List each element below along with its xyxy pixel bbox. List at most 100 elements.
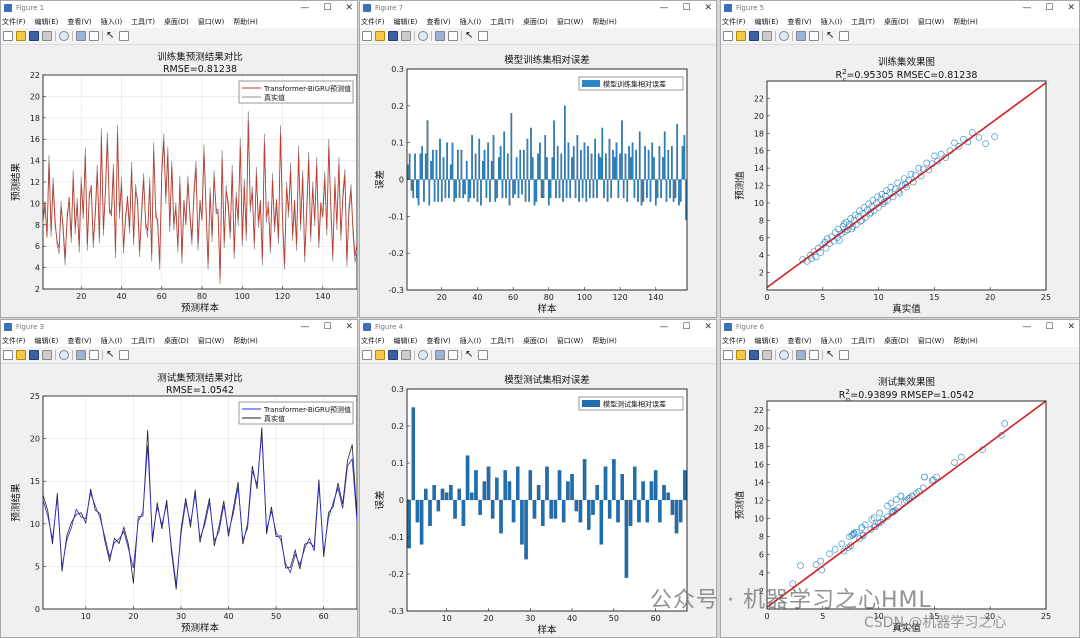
- menu-item[interactable]: 桌面(D): [883, 17, 909, 26]
- menu-item[interactable]: 查看(V): [67, 17, 92, 26]
- menu-item[interactable]: 文件(F): [361, 336, 385, 345]
- open-folder-icon[interactable]: [375, 350, 385, 360]
- minimize-icon[interactable]: —: [300, 3, 310, 13]
- menu-item[interactable]: 编辑(E): [34, 17, 59, 26]
- menu-item[interactable]: 插入(I): [820, 17, 843, 26]
- menu-item[interactable]: 帮助(H): [233, 17, 258, 26]
- maximize-icon[interactable]: ☐: [1045, 322, 1054, 332]
- open-folder-icon[interactable]: [736, 31, 746, 41]
- maximize-icon[interactable]: ☐: [323, 322, 332, 332]
- menu-item[interactable]: 工具(T): [490, 336, 514, 345]
- menu-item[interactable]: 工具(T): [131, 17, 155, 26]
- print-icon[interactable]: [42, 350, 52, 360]
- open-folder-icon[interactable]: [375, 31, 385, 41]
- pointer-icon[interactable]: ↖: [465, 349, 474, 360]
- insert-legend-icon[interactable]: [809, 350, 819, 360]
- print-icon[interactable]: [401, 31, 411, 41]
- property-inspector-icon[interactable]: [478, 31, 488, 41]
- print-icon[interactable]: [762, 31, 772, 41]
- menu-item[interactable]: 窗口(W): [556, 17, 584, 26]
- zoom-icon[interactable]: [779, 350, 789, 360]
- menu-item[interactable]: 工具(T): [490, 17, 514, 26]
- menu-item[interactable]: 查看(V): [787, 336, 812, 345]
- save-icon[interactable]: [388, 350, 398, 360]
- save-icon[interactable]: [749, 350, 759, 360]
- menu-item[interactable]: 帮助(H): [233, 336, 258, 345]
- close-icon[interactable]: ✕: [1067, 322, 1075, 332]
- menu-item[interactable]: 编辑(E): [34, 336, 59, 345]
- print-icon[interactable]: [762, 350, 772, 360]
- new-file-icon[interactable]: [362, 350, 372, 360]
- menu-item[interactable]: 窗口(W): [197, 336, 225, 345]
- maximize-icon[interactable]: ☐: [682, 3, 691, 13]
- menu-item[interactable]: 插入(I): [459, 336, 482, 345]
- menu-item[interactable]: 工具(T): [851, 336, 875, 345]
- save-icon[interactable]: [29, 350, 39, 360]
- minimize-icon[interactable]: —: [300, 322, 310, 332]
- new-file-icon[interactable]: [723, 31, 733, 41]
- new-file-icon[interactable]: [3, 350, 13, 360]
- menu-item[interactable]: 桌面(D): [522, 17, 548, 26]
- link-plot-icon[interactable]: [796, 31, 806, 41]
- menu-item[interactable]: 编辑(E): [393, 17, 418, 26]
- menu-item[interactable]: 查看(V): [67, 336, 92, 345]
- property-inspector-icon[interactable]: [119, 31, 129, 41]
- menu-item[interactable]: 桌面(D): [163, 17, 189, 26]
- open-folder-icon[interactable]: [16, 350, 26, 360]
- insert-legend-icon[interactable]: [448, 350, 458, 360]
- zoom-icon[interactable]: [418, 31, 428, 41]
- menu-item[interactable]: 桌面(D): [522, 336, 548, 345]
- menu-item[interactable]: 编辑(E): [754, 17, 779, 26]
- open-folder-icon[interactable]: [16, 31, 26, 41]
- new-file-icon[interactable]: [362, 31, 372, 41]
- menu-item[interactable]: 插入(I): [100, 17, 123, 26]
- close-icon[interactable]: ✕: [345, 3, 353, 13]
- link-plot-icon[interactable]: [435, 350, 445, 360]
- menu-item[interactable]: 文件(F): [361, 17, 385, 26]
- menu-item[interactable]: 窗口(W): [917, 336, 945, 345]
- menu-item[interactable]: 桌面(D): [163, 336, 189, 345]
- property-inspector-icon[interactable]: [478, 350, 488, 360]
- maximize-icon[interactable]: ☐: [682, 322, 691, 332]
- insert-legend-icon[interactable]: [89, 31, 99, 41]
- close-icon[interactable]: ✕: [704, 3, 712, 13]
- zoom-icon[interactable]: [779, 31, 789, 41]
- insert-legend-icon[interactable]: [448, 31, 458, 41]
- property-inspector-icon[interactable]: [119, 350, 129, 360]
- menu-item[interactable]: 窗口(W): [556, 336, 584, 345]
- new-file-icon[interactable]: [3, 31, 13, 41]
- menu-item[interactable]: 编辑(E): [754, 336, 779, 345]
- menu-item[interactable]: 文件(F): [722, 17, 746, 26]
- menu-item[interactable]: 编辑(E): [393, 336, 418, 345]
- minimize-icon[interactable]: —: [659, 3, 669, 13]
- menu-item[interactable]: 帮助(H): [953, 17, 978, 26]
- menu-item[interactable]: 查看(V): [426, 17, 451, 26]
- close-icon[interactable]: ✕: [1067, 3, 1075, 13]
- menu-item[interactable]: 窗口(W): [197, 17, 225, 26]
- menu-item[interactable]: 工具(T): [851, 17, 875, 26]
- menu-item[interactable]: 桌面(D): [883, 336, 909, 345]
- menu-item[interactable]: 文件(F): [722, 336, 746, 345]
- link-plot-icon[interactable]: [796, 350, 806, 360]
- menu-item[interactable]: 帮助(H): [953, 336, 978, 345]
- minimize-icon[interactable]: —: [1022, 3, 1032, 13]
- pointer-icon[interactable]: ↖: [106, 30, 115, 41]
- pointer-icon[interactable]: ↖: [106, 349, 115, 360]
- menu-item[interactable]: 工具(T): [131, 336, 155, 345]
- save-icon[interactable]: [388, 31, 398, 41]
- link-plot-icon[interactable]: [435, 31, 445, 41]
- print-icon[interactable]: [401, 350, 411, 360]
- new-file-icon[interactable]: [723, 350, 733, 360]
- property-inspector-icon[interactable]: [839, 31, 849, 41]
- link-plot-icon[interactable]: [76, 350, 86, 360]
- link-plot-icon[interactable]: [76, 31, 86, 41]
- maximize-icon[interactable]: ☐: [323, 3, 332, 13]
- pointer-icon[interactable]: ↖: [826, 349, 835, 360]
- insert-legend-icon[interactable]: [809, 31, 819, 41]
- menu-item[interactable]: 查看(V): [426, 336, 451, 345]
- menu-item[interactable]: 文件(F): [2, 17, 26, 26]
- save-icon[interactable]: [749, 31, 759, 41]
- menu-item[interactable]: 窗口(W): [917, 17, 945, 26]
- menu-item[interactable]: 插入(I): [100, 336, 123, 345]
- property-inspector-icon[interactable]: [839, 350, 849, 360]
